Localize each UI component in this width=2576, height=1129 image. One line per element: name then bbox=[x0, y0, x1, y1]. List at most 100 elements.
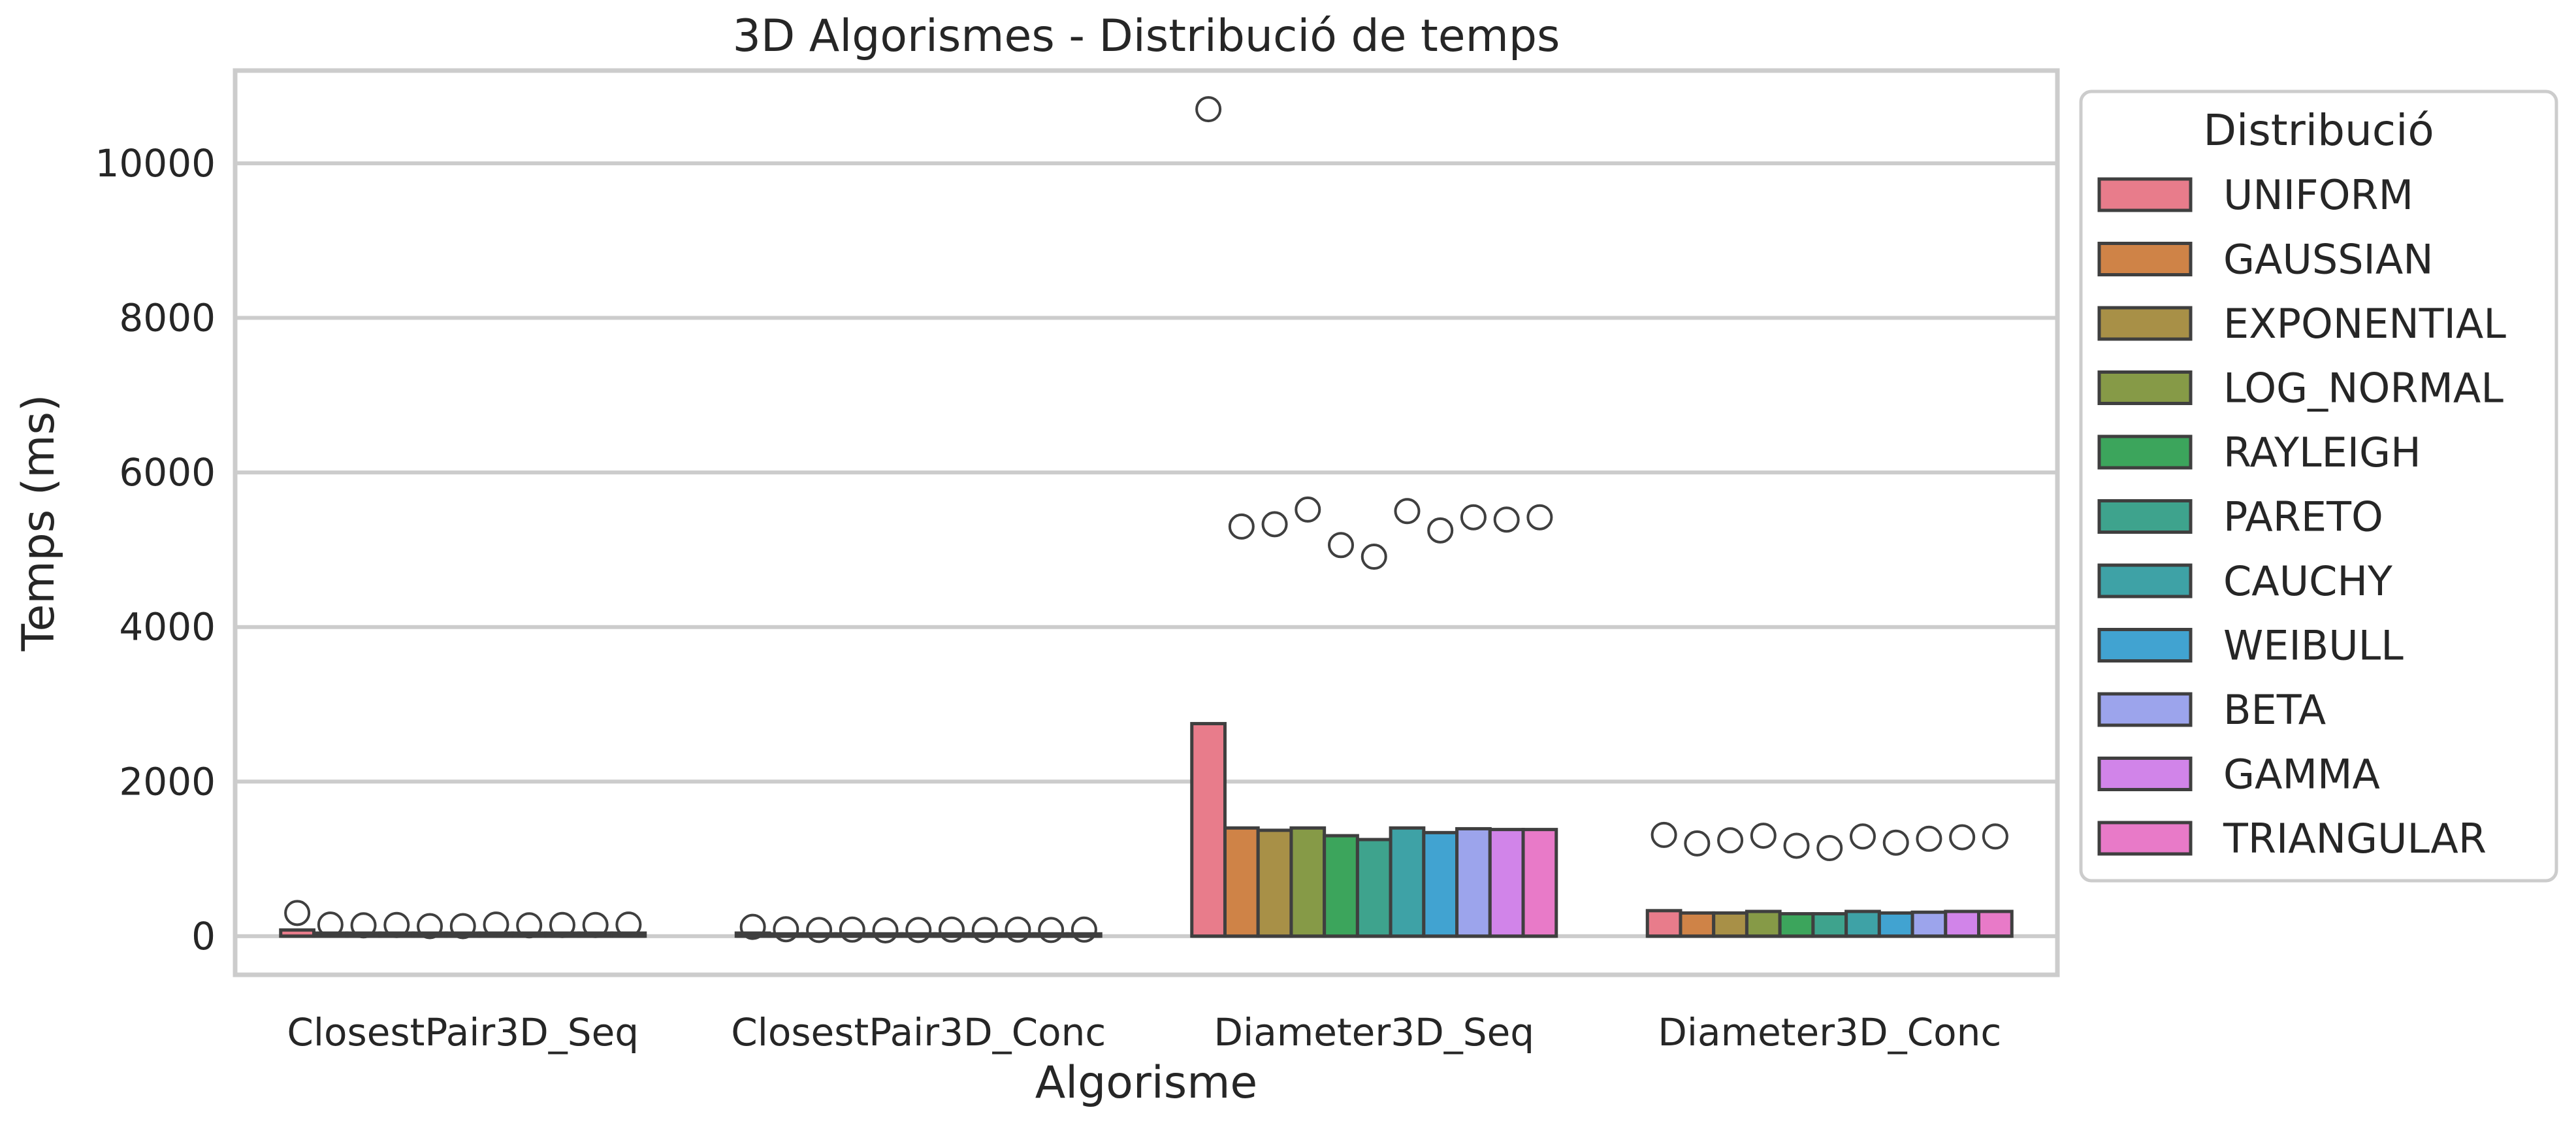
y-tick-label: 0 bbox=[191, 914, 216, 958]
x-tick-label: Diameter3D_Seq bbox=[1214, 1010, 1534, 1055]
legend-swatch bbox=[2097, 434, 2193, 470]
outlier-point bbox=[905, 917, 932, 943]
outlier-point bbox=[1228, 513, 1255, 540]
legend-swatch bbox=[2097, 177, 2193, 212]
boxes bbox=[279, 722, 2014, 938]
outlier-point bbox=[1295, 496, 1321, 523]
legend-swatch bbox=[2097, 370, 2193, 405]
legend-label: EXPONENTIAL bbox=[2223, 300, 2506, 348]
outlier-point bbox=[1005, 916, 1031, 943]
outlier-point bbox=[1750, 823, 1777, 849]
box-gamma bbox=[1944, 909, 1981, 938]
outlier-point bbox=[483, 911, 509, 938]
outlier-point bbox=[839, 916, 865, 943]
outlier-point bbox=[1071, 916, 1097, 943]
outlier-point bbox=[1360, 544, 1387, 570]
x-tick-label: ClosestPair3D_Conc bbox=[731, 1010, 1106, 1055]
legend-swatch bbox=[2097, 306, 2193, 341]
legend-swatch bbox=[2097, 757, 2193, 791]
box-gamma bbox=[1488, 828, 1525, 938]
outlier-point bbox=[582, 911, 609, 938]
box-weibull bbox=[1877, 911, 1914, 938]
legend-title: Distribució bbox=[2203, 105, 2434, 155]
y-tick-label: 4000 bbox=[119, 605, 216, 649]
legend-swatch bbox=[2097, 499, 2193, 534]
outlier-point bbox=[1427, 517, 1454, 544]
outlier-point bbox=[1038, 917, 1065, 943]
outlier-point bbox=[1650, 821, 1677, 848]
box-pareto bbox=[1355, 838, 1393, 938]
legend-items: UNIFORM GAUSSIAN EXPONENTIAL LOG_NORMAL RAYL… bbox=[2097, 171, 2506, 862]
y-axis-title: Temps (ms) bbox=[13, 395, 65, 652]
box-uniform bbox=[1190, 722, 1227, 938]
legend-label: WEIBULL bbox=[2223, 622, 2404, 670]
legend-label: CAUCHY bbox=[2223, 557, 2392, 605]
outlier-point bbox=[350, 912, 377, 939]
box-rayleigh bbox=[1778, 912, 1815, 938]
y-axis: 0 2000 4000 6000 8000 10000 bbox=[95, 141, 216, 958]
legend-swatch bbox=[2097, 242, 2193, 276]
box-rayleigh bbox=[1323, 834, 1359, 938]
chart-title: 3D Algorismes - Distribució de temps bbox=[733, 10, 1560, 62]
legend-label: UNIFORM bbox=[2223, 171, 2413, 219]
x-tick-label: Diameter3D_Conc bbox=[1658, 1010, 2001, 1055]
legend-label: GAMMA bbox=[2223, 751, 2380, 798]
outlier-point bbox=[1261, 511, 1288, 538]
outlier-point bbox=[971, 917, 998, 943]
y-tick-label: 2000 bbox=[119, 759, 216, 804]
outlier-point bbox=[1394, 498, 1421, 525]
outlier-point bbox=[1526, 504, 1553, 531]
outlier-point bbox=[872, 917, 899, 943]
outlier-point bbox=[1916, 825, 1942, 852]
outlier-point bbox=[1328, 532, 1355, 559]
outlier-point bbox=[383, 911, 410, 938]
box-pareto bbox=[1811, 912, 1848, 938]
legend-frame bbox=[2079, 90, 2558, 883]
outliers bbox=[284, 96, 2008, 943]
box-exponential bbox=[1712, 911, 1748, 938]
box-beta bbox=[1455, 826, 1492, 938]
outlier-point bbox=[1783, 832, 1810, 859]
box-exponential bbox=[1256, 828, 1293, 938]
outlier-point bbox=[938, 916, 965, 943]
legend-swatch bbox=[2097, 628, 2193, 663]
legend-label: BETA bbox=[2223, 686, 2326, 734]
box-log_normal bbox=[1289, 826, 1327, 938]
legend-swatch bbox=[2097, 563, 2193, 598]
outlier-point bbox=[1882, 829, 1909, 856]
box-beta bbox=[1910, 910, 1948, 938]
x-axis: ClosestPair3D_Seq ClosestPair3D_Conc Diame… bbox=[287, 1010, 2001, 1055]
y-tick-label: 6000 bbox=[119, 450, 216, 495]
box-log_normal bbox=[1745, 909, 1782, 938]
box-gaussian bbox=[1223, 826, 1260, 938]
y-tick-label: 8000 bbox=[119, 296, 216, 340]
legend: Distribució UNIFORM GAUSSIAN EXPONENTIAL LO… bbox=[2079, 90, 2558, 883]
outlier-point bbox=[1816, 835, 1843, 862]
outlier-point bbox=[549, 911, 575, 938]
outlier-point bbox=[417, 913, 443, 940]
plot-frame bbox=[233, 68, 2060, 977]
box-gaussian bbox=[1679, 911, 1716, 938]
outlier-point bbox=[1717, 827, 1744, 854]
outlier-point bbox=[739, 913, 766, 940]
outlier-point bbox=[1460, 504, 1487, 531]
outlier-point bbox=[516, 912, 543, 939]
box-cauchy bbox=[1389, 826, 1426, 938]
outlier-point bbox=[1493, 506, 1520, 533]
y-tick-label: 10000 bbox=[95, 141, 216, 186]
legend-label: TRIANGULAR bbox=[2223, 815, 2487, 862]
box-cauchy bbox=[1844, 909, 1881, 938]
x-axis-title: Algorisme bbox=[1035, 1057, 1258, 1109]
x-tick-label: ClosestPair3D_Seq bbox=[287, 1010, 639, 1055]
outlier-point bbox=[1982, 823, 2008, 850]
outlier-point bbox=[317, 911, 344, 938]
outlier-point bbox=[1849, 823, 1876, 850]
outlier-point bbox=[615, 911, 642, 938]
box-triangular bbox=[1977, 909, 2014, 938]
outlier-point bbox=[1949, 824, 1976, 851]
box-triangular bbox=[1521, 828, 1558, 938]
outlier-point bbox=[1684, 830, 1711, 857]
box-weibull bbox=[1422, 830, 1459, 938]
outlier-point bbox=[284, 900, 311, 926]
